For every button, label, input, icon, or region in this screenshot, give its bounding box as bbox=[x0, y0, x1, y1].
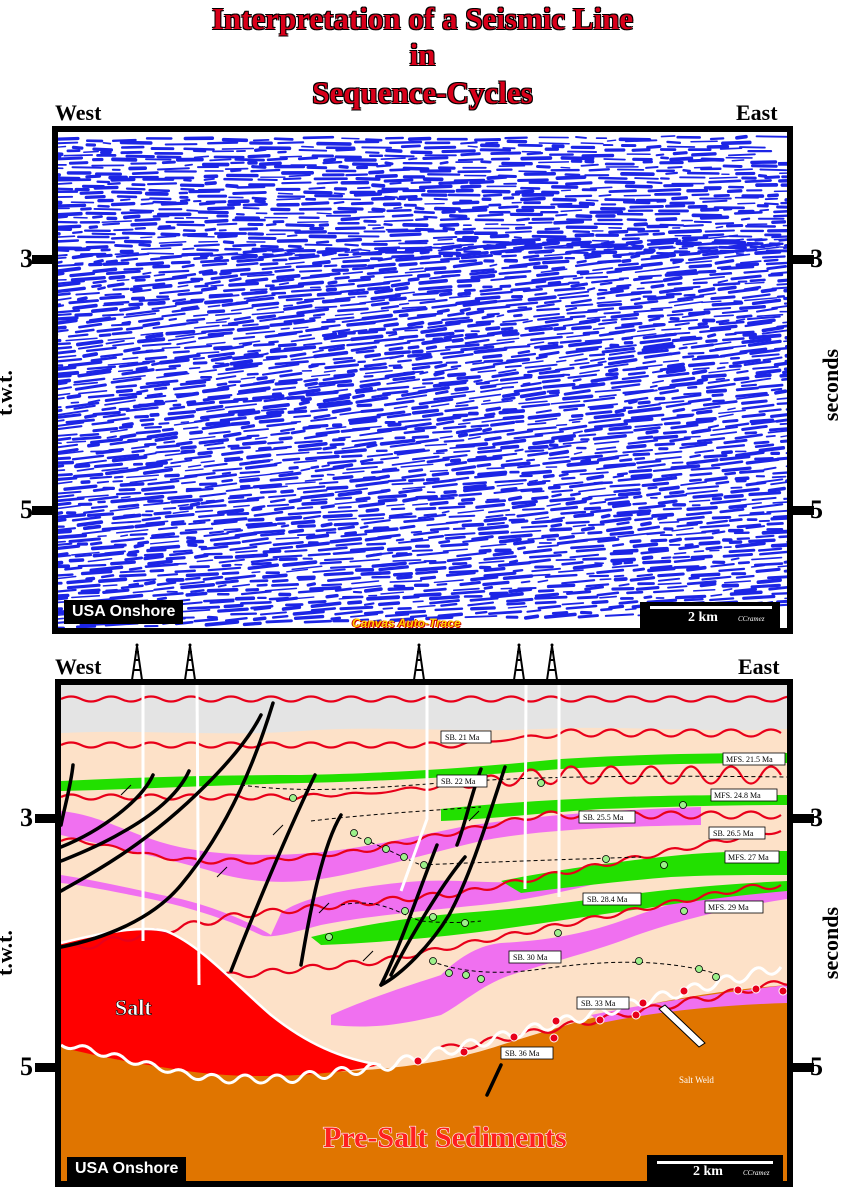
bottom-right-tick-5 bbox=[790, 1063, 814, 1072]
derrick-icon bbox=[184, 643, 196, 681]
top-right-tick-5 bbox=[790, 506, 814, 515]
top-location-badge: USA Onshore bbox=[64, 600, 184, 624]
salt-weld-label: Salt Weld bbox=[679, 1075, 714, 1085]
title-line-3: Sequence-Cycles bbox=[312, 75, 533, 110]
top-left-tick-3 bbox=[32, 255, 56, 264]
sb36-text: SB. 36 Ma bbox=[505, 1049, 540, 1058]
normal-faults bbox=[61, 701, 507, 1097]
top-east-label: East bbox=[736, 100, 778, 125]
mfs248-text: MFS. 24.8 Ma bbox=[714, 791, 761, 800]
bottom-right-tick-3 bbox=[790, 814, 814, 823]
derrick-icon bbox=[513, 643, 525, 681]
sb33-label: SB. 33 Ma bbox=[576, 996, 630, 1010]
mfs215-text: MFS. 21.5 Ma bbox=[726, 755, 773, 764]
sb284-label: SB. 28.4 Ma bbox=[582, 892, 642, 906]
sb284-text: SB. 28.4 Ma bbox=[587, 895, 628, 904]
top-right-tick-3-label: 3 bbox=[810, 244, 823, 273]
bottom-right-tick-5-label: 5 bbox=[810, 1052, 823, 1081]
sb265-label: SB. 26.5 Ma bbox=[708, 826, 766, 840]
top-scale-box: 2 km CCramez bbox=[640, 602, 780, 628]
interpretation-drawing: SB. 21 Ma MFS. 21.5 Ma SB. 22 Ma MFS. 24… bbox=[61, 685, 787, 1181]
sb255-text: SB. 25.5 Ma bbox=[583, 813, 624, 822]
bottom-left-tick-5-label: 5 bbox=[20, 1052, 33, 1081]
title-line-1: Interpretation of a Seismic Line bbox=[211, 1, 634, 36]
bottom-right-axis-label: seconds bbox=[818, 906, 844, 980]
top-left-tick-5-label: 5 bbox=[20, 495, 33, 524]
sb265-text: SB. 26.5 Ma bbox=[713, 829, 754, 838]
bottom-left-axis-label: t.w.t. bbox=[0, 930, 17, 976]
top-credit: CCramez bbox=[738, 615, 765, 623]
upper-grey-zone bbox=[61, 685, 787, 734]
sb21-label: SB. 21 Ma bbox=[440, 730, 492, 744]
mfs-band-27 bbox=[501, 851, 787, 893]
sb33-text: SB. 33 Ma bbox=[581, 999, 616, 1008]
top-right-axis-label: seconds bbox=[818, 348, 844, 422]
sb21-text: SB. 21 Ma bbox=[445, 733, 480, 742]
bottom-left-tick-3-label: 3 bbox=[20, 803, 33, 832]
downlap-circles bbox=[289, 779, 720, 983]
top-right-tick-3 bbox=[790, 255, 814, 264]
mfs-band-29 bbox=[311, 881, 787, 945]
mfs29-label: MFS. 29 Ma bbox=[704, 900, 764, 914]
title-line-2: in bbox=[409, 37, 436, 72]
top-west-label: West bbox=[55, 100, 102, 125]
sb36-label: SB. 36 Ma bbox=[500, 1046, 554, 1060]
lowstand-wedge-b bbox=[61, 857, 661, 937]
interpretation-panel: SB. 21 Ma MFS. 21.5 Ma SB. 22 Ma MFS. 24… bbox=[55, 679, 793, 1187]
bottom-left-tick-5 bbox=[35, 1063, 59, 1072]
presalt-label: Pre-Salt Sediments bbox=[323, 1121, 567, 1154]
derrick-icon bbox=[413, 643, 425, 681]
bottom-east-label: East bbox=[738, 654, 780, 679]
bottom-scale-label: 2 km bbox=[693, 1164, 723, 1179]
presalt-sediments bbox=[61, 985, 787, 1181]
sb22-label: SB. 22 Ma bbox=[436, 774, 488, 788]
salt-weld-arrow bbox=[658, 1004, 706, 1048]
bottom-right-tick-3-label: 3 bbox=[810, 803, 823, 832]
mfs29-text: MFS. 29 Ma bbox=[708, 903, 749, 912]
derrick-icon bbox=[546, 643, 558, 681]
fault-arrows bbox=[120, 784, 480, 962]
sb255-label: SB. 25.5 Ma bbox=[578, 810, 636, 824]
salt-top-outline bbox=[61, 927, 382, 1067]
seismic-traces bbox=[58, 134, 787, 628]
derrick-icon bbox=[131, 643, 143, 681]
well-derricks bbox=[131, 643, 558, 681]
top-left-axis-label: t.w.t. bbox=[0, 370, 17, 416]
top-left-tick-5 bbox=[32, 506, 56, 515]
bottom-left-tick-3 bbox=[35, 814, 59, 823]
well-paths bbox=[141, 685, 561, 986]
sb22-text: SB. 22 Ma bbox=[441, 777, 476, 786]
software-label: Canvas Auto-Trace bbox=[352, 616, 461, 630]
top-scale-label: 2 km bbox=[688, 610, 718, 625]
mfs-band-248 bbox=[441, 795, 787, 821]
bottom-credit: CCramez bbox=[743, 1169, 770, 1177]
mfs215-label: MFS. 21.5 Ma bbox=[722, 752, 786, 766]
lowstand-wedge-a bbox=[61, 807, 701, 882]
salt-weld-markers bbox=[413, 984, 787, 1066]
sb30-text: SB. 30 Ma bbox=[513, 953, 548, 962]
top-scale-bar bbox=[650, 606, 772, 609]
mfs248-label: MFS. 24.8 Ma bbox=[710, 788, 778, 802]
sb30-label: SB. 30 Ma bbox=[508, 950, 562, 964]
bottom-scale-box: 2 km CCramez bbox=[647, 1155, 783, 1181]
mfs27-text: MFS. 27 Ma bbox=[728, 853, 769, 862]
salt-label: Salt bbox=[115, 995, 152, 1020]
mfs27-label: MFS. 27 Ma bbox=[724, 850, 780, 864]
bottom-location-badge: USA Onshore bbox=[67, 1157, 187, 1181]
salt-body bbox=[61, 928, 381, 1077]
top-left-tick-3-label: 3 bbox=[20, 244, 33, 273]
top-right-tick-5-label: 5 bbox=[810, 495, 823, 524]
bottom-west-label: West bbox=[55, 654, 102, 679]
bottom-scale-bar bbox=[657, 1161, 773, 1164]
seismic-panel: USA Onshore Canvas Auto-Trace 2 km CCram… bbox=[52, 126, 793, 634]
